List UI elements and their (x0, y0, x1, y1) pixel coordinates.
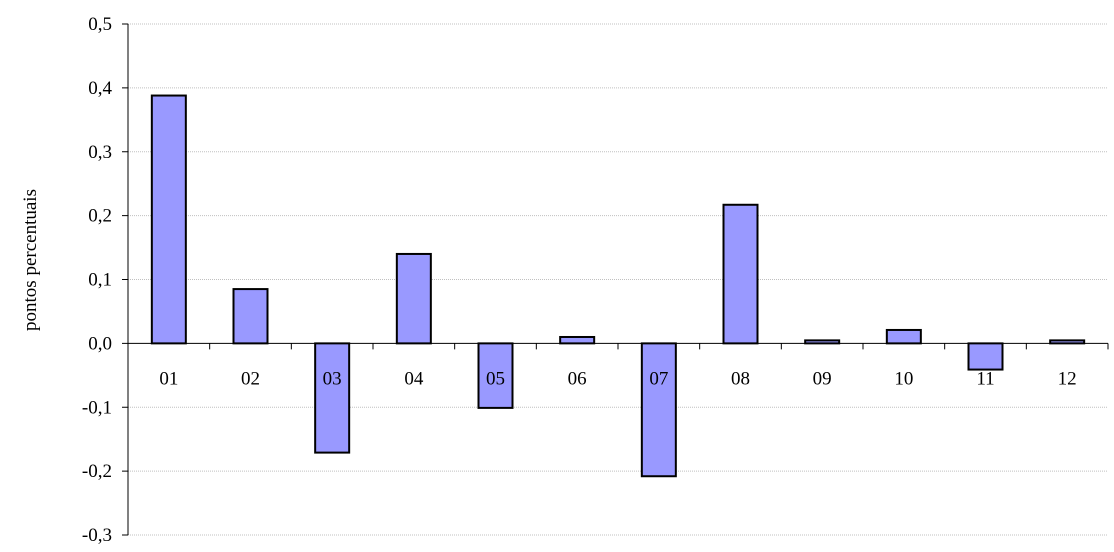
y-tick-label: -0,1 (82, 397, 112, 418)
bars (150, 94, 1086, 478)
x-tick-label-10: 10 (894, 368, 913, 389)
bar-07 (640, 342, 677, 478)
bar-10 (885, 328, 922, 345)
axes (122, 23, 1109, 536)
bar-08 (722, 203, 759, 345)
y-tick-label: 0,2 (88, 206, 112, 227)
x-tick-label-11: 11 (976, 368, 994, 389)
x-tick-label-04: 04 (404, 368, 424, 389)
x-tick-label-06: 06 (568, 368, 587, 389)
x-tick-label-01: 01 (159, 368, 178, 389)
bar-05 (477, 342, 514, 409)
bar-01 (150, 94, 187, 345)
y-axis-title: pontos percentuais (20, 189, 41, 331)
x-tick-label-09: 09 (813, 368, 832, 389)
x-tick-label-05: 05 (486, 368, 505, 389)
y-tick-label: -0,2 (82, 461, 112, 482)
x-tick-label-08: 08 (731, 368, 750, 389)
x-tick-label-02: 02 (241, 368, 260, 389)
x-tick-label-03: 03 (323, 368, 342, 389)
y-tick-label: 0,1 (88, 270, 112, 291)
x-tick-label-12: 12 (1058, 368, 1077, 389)
bar-03 (314, 342, 351, 454)
x-tick-label-07: 07 (649, 368, 668, 389)
y-tick-label: 0,3 (88, 142, 112, 163)
y-tick-label: 0,5 (88, 14, 112, 35)
bar-04 (395, 252, 432, 345)
y-tick-label: 0,4 (88, 78, 112, 99)
gridlines (128, 23, 1108, 536)
bar-11 (967, 342, 1004, 371)
tick-labels: 0,5 0,4 0,3 0,2 0,1 0,0 -0,1 -0,2 -0,3 01 02 03 04 05… (82, 14, 1077, 546)
bar-06 (559, 335, 596, 345)
y-tick-label: -0,3 (82, 525, 112, 546)
y-tick-label: 0,0 (88, 333, 112, 354)
bar-02 (232, 288, 269, 345)
